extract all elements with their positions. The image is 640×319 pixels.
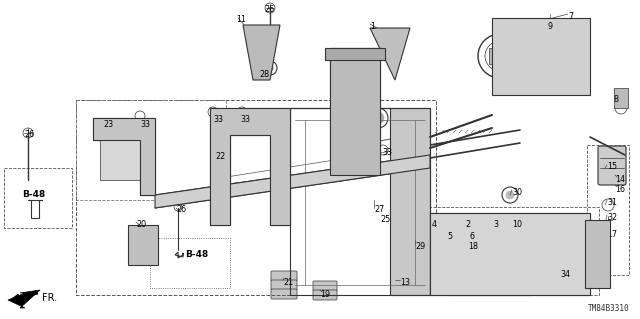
Text: 9: 9	[548, 22, 553, 31]
Text: 2: 2	[465, 220, 470, 229]
Circle shape	[372, 112, 384, 124]
Polygon shape	[8, 290, 40, 308]
Text: 20: 20	[136, 220, 146, 229]
Bar	[100, 125, 148, 180]
Text: 29: 29	[415, 242, 425, 251]
FancyBboxPatch shape	[447, 225, 460, 249]
Text: B-48: B-48	[185, 250, 208, 259]
Polygon shape	[614, 88, 628, 108]
Text: 18: 18	[468, 242, 478, 251]
Text: 31: 31	[607, 198, 617, 207]
Text: 33: 33	[213, 115, 223, 124]
Text: 17: 17	[607, 230, 617, 239]
Text: 19: 19	[320, 290, 330, 299]
Text: 10: 10	[512, 220, 522, 229]
Bar	[587, 145, 629, 275]
Text: 33: 33	[240, 115, 250, 124]
Text: 32: 32	[607, 213, 617, 222]
Bar	[76, 100, 436, 295]
FancyBboxPatch shape	[598, 146, 626, 185]
Text: 6: 6	[470, 232, 475, 241]
FancyBboxPatch shape	[431, 220, 447, 251]
FancyBboxPatch shape	[271, 280, 297, 290]
Text: 25: 25	[380, 215, 390, 224]
Polygon shape	[243, 25, 280, 80]
Circle shape	[506, 191, 514, 199]
Text: 4: 4	[432, 220, 437, 229]
Text: 26: 26	[176, 205, 186, 214]
Text: 1: 1	[370, 22, 375, 31]
Bar	[489, 48, 497, 64]
Polygon shape	[155, 155, 430, 208]
Bar	[76, 100, 226, 200]
Text: 13: 13	[400, 278, 410, 287]
FancyBboxPatch shape	[271, 289, 297, 299]
Text: 26: 26	[264, 5, 274, 14]
FancyBboxPatch shape	[509, 213, 534, 253]
Polygon shape	[175, 252, 183, 258]
Text: 3: 3	[493, 220, 498, 229]
Text: 28: 28	[259, 70, 269, 79]
Bar	[424, 207, 599, 295]
FancyBboxPatch shape	[313, 281, 337, 291]
FancyBboxPatch shape	[472, 220, 490, 251]
Text: 11: 11	[236, 15, 246, 24]
Polygon shape	[448, 247, 530, 295]
Polygon shape	[585, 220, 610, 288]
Text: 21: 21	[283, 278, 293, 287]
Polygon shape	[330, 48, 380, 175]
FancyBboxPatch shape	[458, 225, 474, 249]
Polygon shape	[492, 18, 590, 95]
Text: B-48: B-48	[22, 190, 45, 199]
Text: 34: 34	[560, 270, 570, 279]
Text: 15: 15	[607, 162, 617, 171]
Text: TM84B3310: TM84B3310	[588, 304, 630, 313]
Bar	[150, 238, 230, 288]
Text: 33: 33	[140, 120, 150, 129]
Polygon shape	[370, 28, 410, 80]
Text: 22: 22	[215, 152, 225, 161]
Polygon shape	[290, 108, 430, 295]
Polygon shape	[430, 213, 590, 295]
Polygon shape	[28, 200, 42, 218]
Polygon shape	[325, 48, 385, 60]
FancyBboxPatch shape	[313, 290, 337, 300]
Text: 7: 7	[568, 12, 573, 21]
Text: 8: 8	[614, 95, 619, 104]
FancyBboxPatch shape	[271, 271, 297, 281]
Text: 33: 33	[382, 148, 392, 157]
Text: 27: 27	[374, 205, 384, 214]
Text: 30: 30	[512, 188, 522, 197]
Polygon shape	[210, 108, 290, 225]
Text: 24: 24	[366, 148, 376, 157]
Polygon shape	[93, 118, 155, 195]
Text: 5: 5	[447, 232, 452, 241]
Text: 12: 12	[350, 50, 360, 59]
Text: 16: 16	[615, 185, 625, 194]
Polygon shape	[128, 225, 158, 265]
FancyBboxPatch shape	[488, 217, 509, 251]
Text: 23: 23	[103, 120, 113, 129]
Text: 26: 26	[24, 130, 34, 139]
Bar	[4, 168, 72, 228]
Text: 14: 14	[615, 175, 625, 184]
Text: FR.: FR.	[42, 293, 57, 303]
